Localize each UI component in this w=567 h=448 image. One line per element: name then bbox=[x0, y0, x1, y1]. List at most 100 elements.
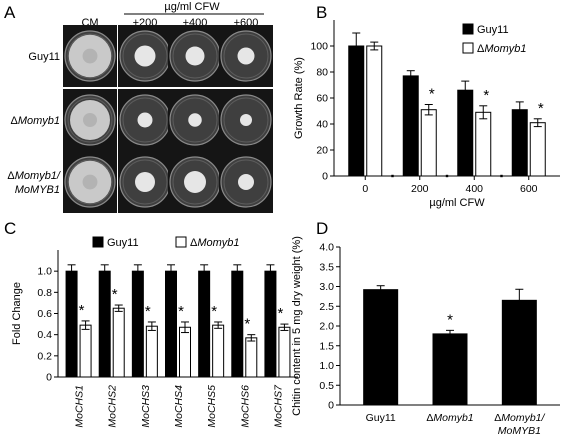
significance-asterisk: * bbox=[429, 86, 435, 103]
legend-label-1: ΔMomyb1 bbox=[477, 43, 527, 55]
bar-guy11-3 bbox=[511, 109, 528, 177]
petri-plate-rim bbox=[223, 33, 269, 79]
x-category-label-2-1: MoMYB1 bbox=[498, 425, 541, 437]
legend-swatch-1 bbox=[175, 236, 187, 248]
y-tick-label-6: 3.0 bbox=[319, 281, 334, 293]
petri-plate-rim bbox=[67, 33, 113, 79]
petri-plate-rim bbox=[122, 159, 168, 205]
bar-guy11-2 bbox=[457, 89, 474, 177]
x-axis-separator-dot bbox=[391, 174, 394, 178]
y-tick-label-0: 0 bbox=[328, 400, 334, 412]
y-tick-label-5: 100 bbox=[310, 41, 328, 53]
chart-c-fold-change: 0 0.2 0.4 0.6 0.8 1.0 Fold Change * MoCHS1 * MoCHS… bbox=[11, 236, 298, 428]
fungal-colony bbox=[188, 113, 202, 127]
fungal-colony-center bbox=[83, 113, 97, 127]
panel-letter-c: C bbox=[4, 219, 16, 238]
plate-row-label-0-0: Guy11 bbox=[28, 51, 60, 63]
x-category-label-3: 600 bbox=[520, 183, 538, 195]
y-tick-label-2: 0.4 bbox=[37, 329, 52, 341]
petri-plate-rim bbox=[172, 159, 218, 205]
petri-plate-rim bbox=[122, 97, 168, 143]
legend-label-0: Guy11 bbox=[477, 24, 509, 36]
x-category-label-0: 0 bbox=[362, 183, 368, 195]
significance-asterisk: * bbox=[178, 303, 184, 320]
y-tick-label-5: 1.0 bbox=[37, 266, 52, 278]
x-category-label-2-0: ΔMomyb1/ bbox=[494, 412, 545, 424]
petri-plate-rim bbox=[223, 159, 269, 205]
y-tick-label-8: 4.0 bbox=[319, 242, 334, 254]
significance-asterisk: * bbox=[244, 316, 250, 333]
y-tick-label-0: 0 bbox=[322, 171, 328, 183]
bar-guy11-4 bbox=[198, 270, 211, 378]
plate-row-label-1-0: ΔMomyb1 bbox=[10, 115, 60, 127]
fungal-colony bbox=[240, 114, 252, 126]
legend-swatch-0 bbox=[92, 236, 104, 248]
bar-guy11-6 bbox=[264, 270, 277, 378]
y-tick-label-5: 2.5 bbox=[319, 301, 334, 313]
panel-letter-a: A bbox=[4, 3, 16, 22]
plate-photo-grid: µg/ml CFW CM +200 +400 +600 Guy11ΔMomyb1ΔMo… bbox=[7, 1, 273, 213]
y-tick-label-4: 0.8 bbox=[37, 287, 52, 299]
petri-plate-rim bbox=[122, 33, 168, 79]
y-axis-label: Growth Rate (%) bbox=[293, 57, 305, 139]
y-tick-label-1: 20 bbox=[316, 145, 328, 157]
bar-momyb1-0 bbox=[79, 324, 92, 378]
significance-asterisk: * bbox=[112, 286, 118, 303]
y-tick-label-7: 3.5 bbox=[319, 261, 334, 273]
petri-plate-rim bbox=[172, 97, 218, 143]
fungal-colony-center bbox=[82, 48, 98, 64]
legend-label-1: ΔMomyb1 bbox=[190, 237, 240, 249]
y-tick-label-2: 40 bbox=[316, 119, 328, 131]
x-category-label-2: 400 bbox=[465, 183, 483, 195]
significance-asterisk: * bbox=[211, 303, 217, 320]
y-tick-label-4: 80 bbox=[316, 67, 328, 79]
bar-value-2 bbox=[501, 299, 537, 406]
fungal-colony bbox=[137, 112, 153, 128]
y-tick-label-3: 60 bbox=[316, 93, 328, 105]
fungal-colony bbox=[184, 171, 206, 193]
plate-row-label-2-1: MoMYB1 bbox=[15, 184, 60, 196]
x-category-label-4: MoCHS5 bbox=[206, 385, 218, 428]
fungal-colony-center bbox=[82, 174, 98, 190]
significance-asterisk: * bbox=[483, 87, 489, 104]
y-tick-label-1: 0.2 bbox=[37, 350, 52, 362]
panel-letter-d: D bbox=[316, 219, 328, 238]
significance-asterisk: * bbox=[538, 100, 544, 117]
bar-momyb1-2 bbox=[475, 111, 492, 177]
y-axis-label: Chitin content in 5 mg dry weight (%) bbox=[291, 236, 303, 416]
bar-guy11-5 bbox=[231, 270, 244, 378]
y-tick-label-1: 0.5 bbox=[319, 380, 334, 392]
y-tick-label-0: 0 bbox=[46, 372, 52, 384]
bar-momyb1-6 bbox=[278, 326, 291, 378]
bar-guy11-0 bbox=[65, 270, 78, 378]
petri-plate-rim bbox=[67, 159, 113, 205]
petri-plate-rim bbox=[67, 97, 113, 143]
bar-guy11-2 bbox=[131, 270, 144, 378]
bar-guy11-1 bbox=[98, 270, 111, 378]
petri-plate-rim bbox=[172, 33, 218, 79]
x-category-label-5: MoCHS6 bbox=[239, 385, 251, 428]
y-tick-label-4: 2.0 bbox=[319, 321, 334, 333]
significance-asterisk: * bbox=[145, 303, 151, 320]
x-axis-label: µg/ml CFW bbox=[429, 197, 485, 209]
x-category-label-1-0: ΔMomyb1 bbox=[426, 412, 473, 424]
significance-asterisk: * bbox=[79, 302, 85, 319]
y-tick-label-2: 1.0 bbox=[319, 360, 334, 372]
legend-swatch-0 bbox=[462, 23, 474, 35]
x-category-label-2: MoCHS3 bbox=[140, 385, 152, 428]
bar-value-0 bbox=[363, 289, 399, 406]
bar-momyb1-2 bbox=[145, 325, 158, 378]
fungal-colony bbox=[134, 45, 156, 67]
legend-swatch-1 bbox=[462, 42, 474, 54]
x-category-label-0-0: Guy11 bbox=[366, 412, 396, 424]
bar-guy11-1 bbox=[402, 75, 419, 177]
cfw-unit-label: µg/ml CFW bbox=[164, 1, 220, 13]
y-tick-label-3: 0.6 bbox=[37, 308, 52, 320]
bar-momyb1-3 bbox=[529, 122, 546, 177]
x-category-label-0: MoCHS1 bbox=[74, 385, 86, 428]
fungal-colony bbox=[237, 47, 255, 65]
x-category-label-3: MoCHS4 bbox=[173, 385, 185, 428]
x-category-label-1: 200 bbox=[411, 183, 429, 195]
significance-asterisk: * bbox=[447, 311, 453, 328]
